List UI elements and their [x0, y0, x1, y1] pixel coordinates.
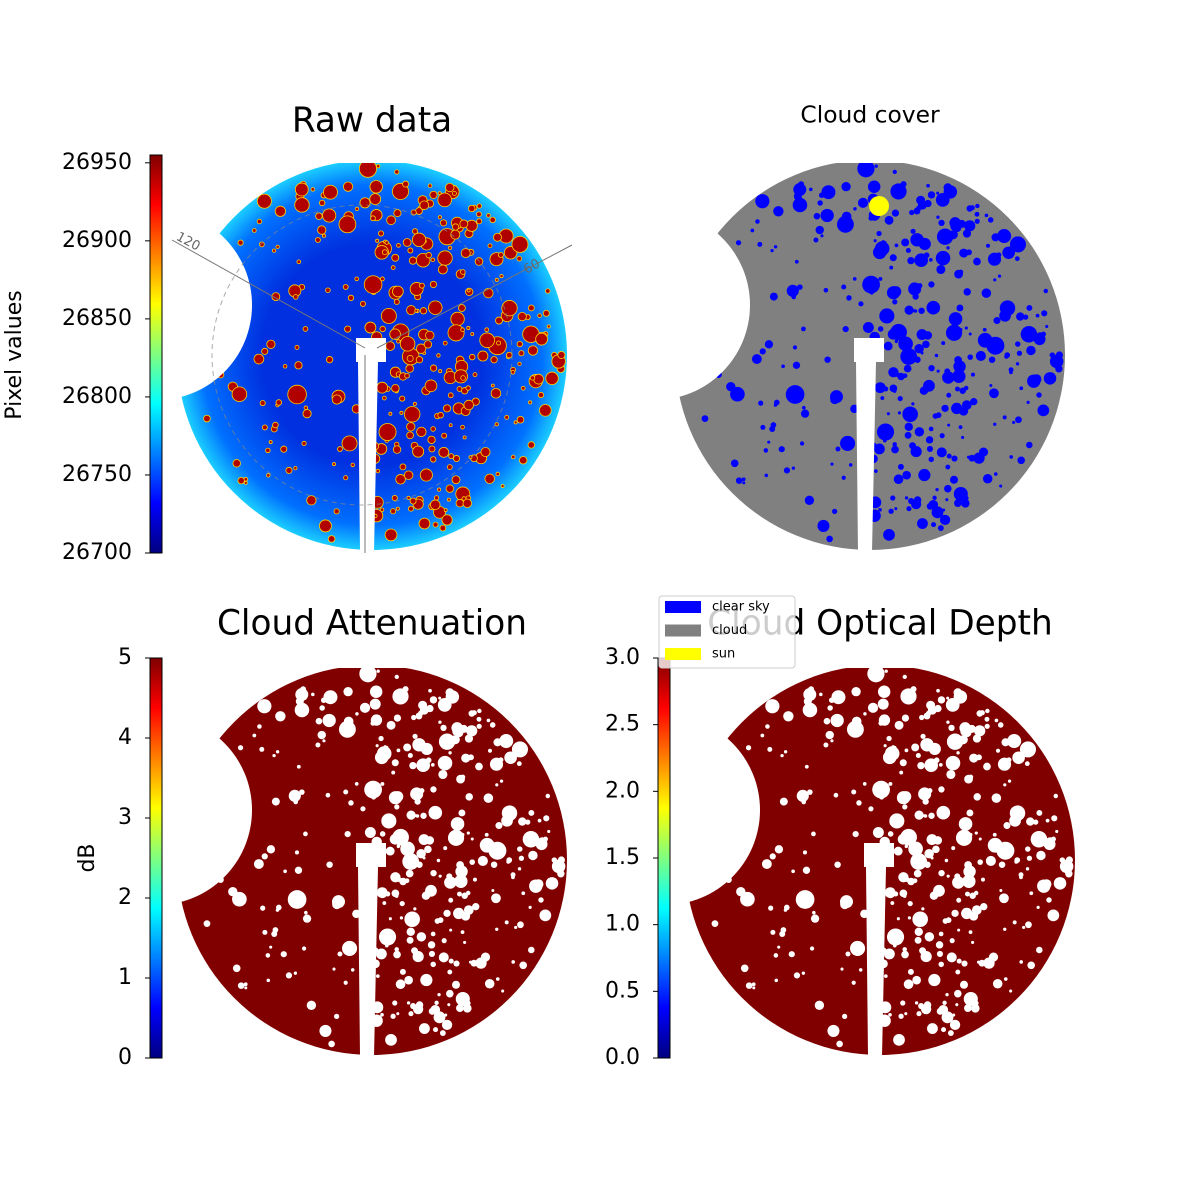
- colorbar-tick-label: 0: [118, 1045, 132, 1070]
- colorbar-tick-label: 26700: [62, 540, 132, 565]
- colorbar-label: Pixel values: [2, 290, 27, 419]
- legend-label: sun: [712, 647, 735, 662]
- legend-label: cloud: [712, 623, 747, 638]
- colorbar-tick-label: 26800: [62, 384, 132, 409]
- colorbar: [149, 657, 163, 1059]
- colorbar-tick-label: 2.5: [605, 712, 640, 737]
- colorbar-tick-label: 1.0: [605, 912, 640, 937]
- colorbar-tick-label: 1: [118, 965, 132, 990]
- panel-title: Cloud Attenuation: [217, 604, 527, 644]
- colorbar-tick-label: 3: [118, 805, 132, 830]
- polar-label: 60: [521, 256, 543, 277]
- legend-label: clear sky: [712, 600, 770, 615]
- panel-title: Raw data: [292, 101, 452, 141]
- colorbar: [657, 657, 671, 1059]
- colorbar-tick-label: 2.0: [605, 778, 640, 803]
- polar-label: 120: [174, 230, 203, 255]
- legend-swatch: [665, 624, 701, 637]
- colorbar-tick-label: 2: [118, 885, 132, 910]
- legend-swatch: [665, 648, 701, 660]
- colorbar-tick-label: 3.0: [605, 645, 640, 670]
- colorbar-tick-label: 26950: [62, 150, 132, 175]
- panel: Raw data 120 60 26700 26750 26800 26850 26900 26…: [2, 101, 573, 565]
- colorbar-label: dB: [75, 843, 100, 872]
- colorbar-tick-label: 1.5: [605, 845, 640, 870]
- panel: Cloud cover: [670, 101, 1070, 555]
- colorbar-tick-label: 0.0: [605, 1045, 640, 1070]
- panel: Cloud Attenuation 0 1 2 3 4 5 dB: [75, 604, 572, 1070]
- colorbar-tick-label: 5: [118, 645, 132, 670]
- legend-swatch: [665, 601, 701, 613]
- colorbar-tick-label: 0.5: [605, 978, 640, 1003]
- colorbar: [149, 154, 163, 554]
- colorbar-tick-label: 26900: [62, 228, 132, 253]
- colorbar-tick-label: 26750: [62, 462, 132, 487]
- colorbar-tick-label: 26850: [62, 306, 132, 331]
- colorbar-tick-label: 4: [118, 725, 132, 750]
- panel-title: Cloud cover: [800, 101, 940, 129]
- legend: clear sky cloud sun: [658, 595, 796, 669]
